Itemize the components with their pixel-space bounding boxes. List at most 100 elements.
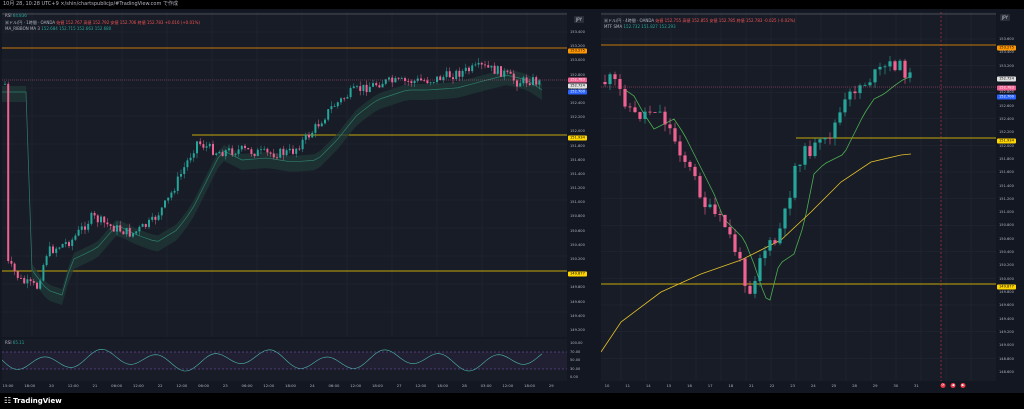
left-price-pane[interactable]: RSI 64.836 米ドル/円 · 1時間 · OANDA 始値 152.76… [2, 12, 567, 337]
candle-body [272, 153, 275, 158]
reset-chart-button[interactable]: ⟳ [940, 383, 946, 388]
left-indicator-values: 152.684 152.715 152.663 152.680 [41, 26, 112, 31]
candle-body [426, 80, 429, 84]
right-price-tick: 149.200 [999, 330, 1014, 335]
candle-body [496, 66, 499, 74]
candle-body [728, 227, 732, 235]
right-time-tick: 21 [748, 383, 754, 388]
candle-body [519, 83, 522, 87]
candle-body [461, 70, 464, 77]
rsi-tick: 70.00 [570, 349, 581, 354]
right-price-tick: 149.800 [999, 290, 1014, 295]
right-time-tick: 31 [913, 383, 919, 388]
right-price-tick: 152.600 [999, 103, 1014, 108]
right-price-tick: 148.800 [999, 356, 1014, 361]
candle-body [90, 212, 93, 224]
right-symbol-line: 米ドル/円 · 4時間 · OANDA [604, 18, 655, 23]
candle-body [250, 149, 253, 154]
candle-body [314, 124, 317, 133]
candle-body [311, 132, 314, 138]
left-price-tick: 151.600 [570, 157, 585, 162]
candle-body [55, 248, 58, 253]
left-price-tick: 153.400 [570, 30, 585, 34]
left-price-tick: 149.600 [570, 299, 585, 304]
candle-body [141, 224, 144, 227]
tradingview-logo[interactable]: ☷ TradingView [4, 396, 62, 405]
candle-body [320, 123, 323, 127]
right-price-axis[interactable]: JPY 153.600153.400153.200153.000152.8001… [996, 12, 1024, 381]
left-legend[interactable]: 米ドル/円 · 1時間 · OANDA 始値 152.767 高値 152.79… [5, 20, 200, 26]
candle-body [397, 77, 400, 79]
candle-body [873, 69, 877, 83]
footer: ☷ TradingView [0, 393, 1024, 409]
left-tag-blue: 152.700 [568, 89, 587, 95]
sma-short-line [625, 76, 911, 301]
candle-body [192, 153, 195, 158]
left-price-tick: 151.800 [570, 143, 585, 148]
right-indicator-values: 152.732 151.827 152.293 [623, 24, 676, 29]
left-time-tick: 12:00 [67, 383, 79, 388]
left-currency-badge[interactable]: JPY [574, 16, 584, 23]
scroll-right-button[interactable]: ▶ [960, 383, 966, 388]
left-price-canvas[interactable] [2, 12, 567, 337]
right-legend[interactable]: 米ドル/円 · 4時間 · OANDA 始値 152.755 高値 152.85… [604, 18, 795, 24]
candle-body [23, 278, 26, 284]
left-time-axis[interactable]: 15:00 18:00 20 12:00 21 06:00 12:00 22 12:00 06:0… [2, 381, 567, 393]
rsi-line [2, 348, 543, 372]
candle-body [343, 98, 346, 100]
left-price-axis[interactable]: JPY 153.400153.200153.000152.800152.6001… [567, 12, 599, 337]
right-time-tick: 24 [810, 383, 816, 388]
candle-body [838, 112, 842, 123]
right-price-tick: 150.400 [999, 250, 1014, 255]
candle-body [516, 80, 518, 87]
candle-body [368, 86, 371, 93]
candle-body [247, 147, 250, 150]
candle-body [148, 219, 150, 227]
candle-body [157, 215, 160, 220]
right-price-tick: 150.200 [999, 263, 1014, 268]
candle-body [863, 85, 867, 87]
right-price-canvas[interactable] [601, 12, 996, 381]
candle-body [356, 86, 358, 88]
candle-body [693, 166, 697, 177]
candle-body [119, 225, 122, 232]
candle-body [843, 99, 847, 113]
candle-body [199, 141, 202, 145]
left-time-tick: 12:00 [176, 383, 188, 388]
candle-body [663, 111, 667, 125]
candle-body [208, 143, 211, 147]
candle-body [613, 74, 617, 80]
candle-body [678, 141, 682, 156]
left-price-tick: 151.000 [570, 200, 585, 205]
left-time-tick: 18:00 [524, 383, 536, 388]
right-time-axis[interactable]: ⟳ ◀ ▶ 10 11 14 15 16 17 18 21 22 23 24 25 28 29 30 31 [601, 381, 996, 393]
left-symbol-line: 米ドル/円 · 1時間 · OANDA [5, 20, 56, 25]
candle-body [628, 106, 632, 108]
candle-body [480, 62, 483, 65]
left-price-tick: 149.200 [570, 328, 585, 332]
candle-body [448, 71, 451, 78]
candle-body [738, 251, 742, 259]
right-time-tick: 15 [666, 383, 672, 388]
rsi-axis[interactable]: 100.00 70.00 50.00 30.00 0.00 [567, 339, 599, 381]
candle-body [266, 148, 269, 153]
right-price-tick: 150.000 [999, 276, 1014, 281]
candle-body [468, 67, 470, 72]
candle-body [813, 142, 817, 157]
candle-body [718, 213, 722, 215]
candle-body [464, 67, 467, 71]
right-price-tick: 150.600 [999, 236, 1014, 241]
right-price-pane[interactable]: 米ドル/円 · 4時間 · OANDA 始値 152.755 高値 152.85… [601, 12, 996, 381]
candle-body [298, 148, 301, 150]
left-rsi-pane[interactable]: RSI 65.11 [2, 339, 567, 381]
candle-body [653, 112, 657, 113]
right-currency-badge[interactable]: JPY [1000, 14, 1010, 21]
scroll-left-button[interactable]: ◀ [950, 383, 956, 388]
left-price-tick: 150.800 [570, 214, 585, 219]
candle-body [10, 261, 13, 264]
candle-body [883, 66, 887, 68]
candle-body [458, 70, 461, 77]
candle-body [253, 153, 256, 157]
candle-body [170, 192, 173, 198]
candle-body [384, 79, 387, 84]
